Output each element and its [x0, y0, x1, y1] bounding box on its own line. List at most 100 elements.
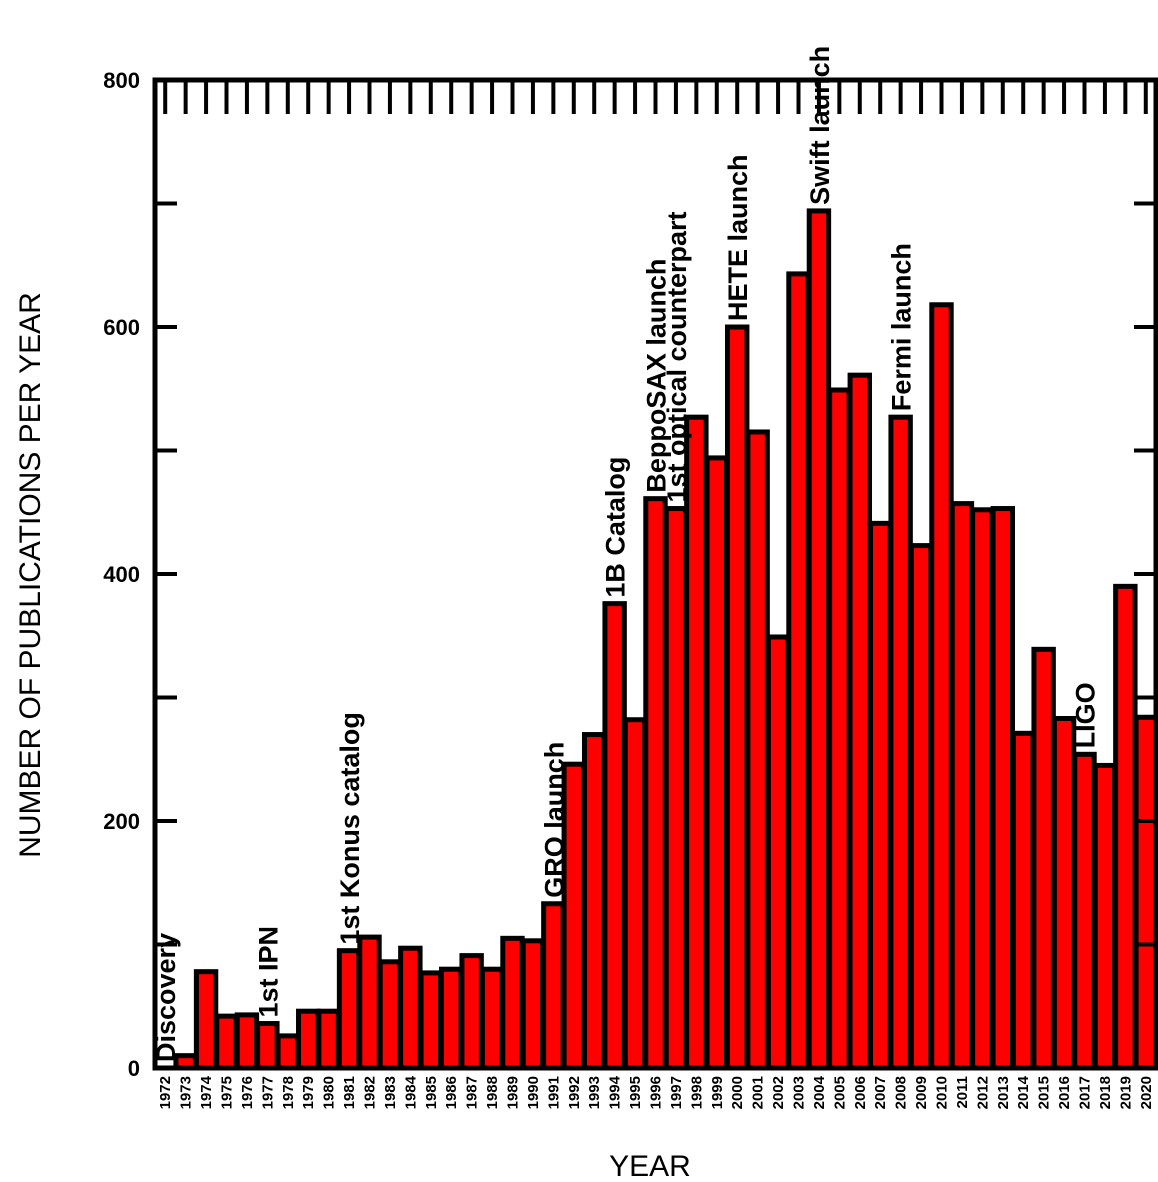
year-label-1986: 1986	[443, 1076, 460, 1109]
y-tick-label: 600	[103, 315, 140, 340]
bar-2014	[1011, 730, 1036, 1071]
year-label-1979: 1979	[300, 1076, 317, 1109]
bar-1975	[214, 1013, 239, 1071]
year-label-1994: 1994	[607, 1075, 624, 1109]
bar-2009	[908, 543, 934, 1071]
year-label-2013: 2013	[995, 1076, 1012, 1109]
year-label-1998: 1998	[688, 1076, 705, 1109]
bar-1978	[275, 1033, 300, 1071]
year-label-1987: 1987	[464, 1076, 481, 1109]
bar-1979	[296, 1008, 321, 1071]
year-label-2007: 2007	[872, 1076, 889, 1109]
bar-1987	[459, 953, 484, 1071]
y-axis-title: NUMBER OF PUBLICATIONS PER YEAR	[14, 292, 47, 858]
year-label-1990: 1990	[525, 1076, 542, 1109]
year-label-1996: 1996	[648, 1076, 665, 1109]
bar-2004	[806, 208, 832, 1071]
annotation-1996: BeppoSAX launch	[642, 259, 672, 493]
bar-2010	[929, 302, 954, 1071]
bar-1980	[316, 1008, 341, 1071]
year-label-2004: 2004	[811, 1075, 828, 1109]
year-label-2009: 2009	[913, 1076, 930, 1109]
bar-1974	[193, 969, 219, 1071]
year-label-2011: 2011	[954, 1076, 971, 1109]
bar-2017	[1072, 751, 1097, 1071]
year-label-1989: 1989	[505, 1076, 522, 1109]
year-label-1997: 1997	[668, 1076, 685, 1109]
year-label-1982: 1982	[362, 1076, 379, 1109]
year-label-1988: 1988	[484, 1076, 501, 1109]
bar-2008	[888, 414, 913, 1071]
bar-2006	[847, 372, 872, 1071]
x-tick-labels: 1972 1973 1974 1975 1976 1977 1978 1979 1980 1981…	[157, 1075, 1155, 1109]
bar-1990	[520, 938, 546, 1071]
year-label-2000: 2000	[729, 1076, 746, 1109]
bar-2005	[827, 387, 852, 1071]
year-label-2012: 2012	[974, 1076, 991, 1109]
year-label-1974: 1974	[198, 1075, 215, 1109]
year-label-1985: 1985	[423, 1076, 440, 1109]
year-label-1993: 1993	[586, 1076, 603, 1109]
annotation-1977: 1st IPN	[253, 926, 283, 1018]
bar-2002	[765, 634, 791, 1071]
year-label-1983: 1983	[382, 1076, 399, 1109]
bar-1998	[684, 414, 709, 1071]
annotation-1991: GRO launch	[539, 742, 569, 898]
year-label-1978: 1978	[280, 1076, 297, 1109]
bar-2018	[1092, 762, 1118, 1071]
bar-2007	[868, 520, 893, 1071]
bar-2011	[949, 501, 975, 1071]
bar-1993	[582, 732, 607, 1071]
annotation-2000: HETE launch	[723, 154, 753, 321]
bar-2016	[1051, 715, 1077, 1071]
year-label-1992: 1992	[566, 1076, 583, 1109]
year-label-1976: 1976	[239, 1076, 256, 1109]
year-label-2018: 2018	[1097, 1076, 1114, 1109]
bar-2019	[1113, 583, 1138, 1071]
year-label-2019: 2019	[1117, 1076, 1134, 1109]
bar-1982	[357, 934, 382, 1071]
year-label-2001: 2001	[750, 1076, 767, 1109]
bar-2020	[1133, 714, 1158, 1071]
bar-1995	[622, 717, 648, 1071]
bar-1986	[439, 966, 464, 1071]
bar-1984	[398, 945, 423, 1071]
annotation-1972: Discovery	[151, 933, 181, 1062]
bar-1977	[255, 1021, 280, 1071]
year-label-2014: 2014	[1015, 1075, 1032, 1109]
year-label-2005: 2005	[831, 1076, 848, 1109]
year-label-2003: 2003	[791, 1076, 808, 1109]
bar-2013	[990, 506, 1015, 1071]
year-label-1975: 1975	[219, 1076, 236, 1109]
bar-2003	[786, 271, 811, 1071]
year-label-1984: 1984	[402, 1075, 419, 1109]
bar-2001	[745, 429, 770, 1071]
annotation-2004: Swift launch	[805, 46, 835, 205]
annotation-1997: 1st optical counterpart	[662, 211, 692, 502]
year-label-2008: 2008	[893, 1076, 910, 1109]
year-label-2002: 2002	[770, 1076, 787, 1109]
year-label-2020: 2020	[1138, 1076, 1155, 1109]
y-tick-label: 800	[103, 68, 140, 93]
year-label-1977: 1977	[259, 1076, 276, 1109]
bar-1988	[479, 966, 505, 1071]
bar-1983	[377, 959, 403, 1071]
annotation-1981: 1st Konus catalog	[335, 712, 365, 945]
annotation-1994: 1B Catalog	[601, 457, 631, 598]
y-tick-label: 400	[103, 562, 140, 587]
event-annotations: Discovery 1st IPN 1st Konus catalog GRO lau…	[151, 46, 1100, 1062]
plot-frame	[152, 77, 1158, 1071]
bar-2015	[1031, 646, 1056, 1071]
y-tick-label: 0	[128, 1056, 140, 1081]
y-tick-label: 200	[103, 809, 140, 834]
year-label-2010: 2010	[934, 1076, 951, 1109]
year-label-2006: 2006	[852, 1076, 869, 1109]
bar-2000	[725, 324, 750, 1071]
year-label-1999: 1999	[709, 1076, 726, 1109]
bar-1991	[541, 901, 566, 1071]
bar-1985	[418, 970, 443, 1071]
bar-1981	[336, 948, 362, 1071]
year-label-1995: 1995	[627, 1076, 644, 1109]
year-label-2015: 2015	[1036, 1076, 1053, 1109]
bar-1989	[500, 935, 525, 1071]
